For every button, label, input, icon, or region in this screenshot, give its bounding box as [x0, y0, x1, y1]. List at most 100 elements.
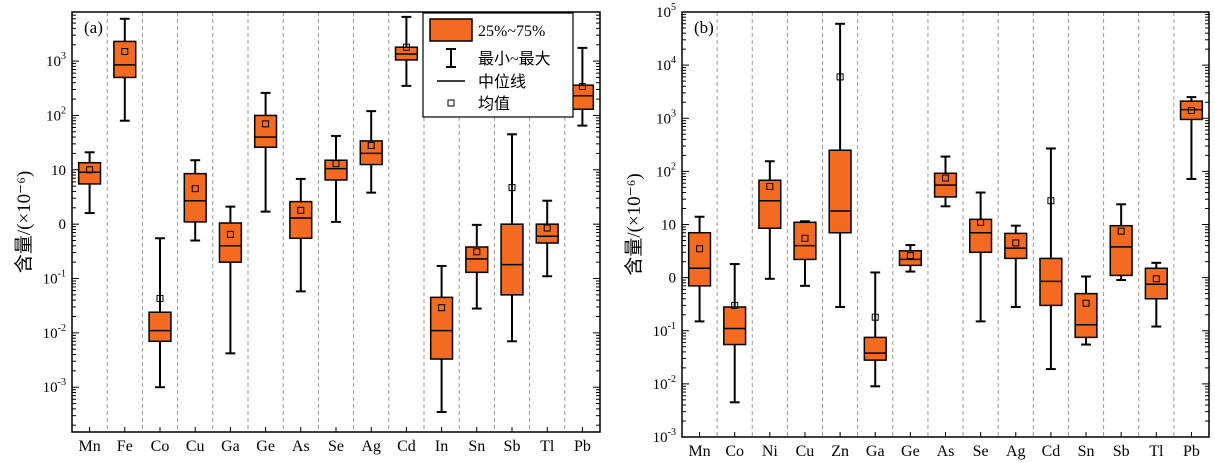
- box-As: [933, 155, 958, 208]
- x-tick-label: Ag: [1006, 443, 1026, 460]
- box-Cu: [183, 159, 207, 242]
- y-axis-label: 含量/(×10⁻⁶): [623, 173, 645, 275]
- box-iqr: [535, 223, 559, 244]
- x-tick-label: Zn: [831, 443, 849, 460]
- y-tick-label: 102: [46, 105, 66, 124]
- mean-marker: [297, 206, 305, 214]
- box-iqr: [324, 159, 348, 181]
- mean-marker: [367, 141, 375, 149]
- box-iqr: [1109, 224, 1133, 277]
- box-Pb: [570, 46, 595, 127]
- x-tick-label: Pb: [574, 438, 591, 455]
- y-tick-label: 104: [656, 55, 676, 74]
- box-Pb: [1179, 96, 1204, 180]
- box-iqr: [77, 161, 102, 185]
- x-tick-label: Ag: [361, 438, 381, 455]
- y-tick-label: 10: [51, 163, 66, 179]
- box-iqr: [968, 218, 993, 254]
- mean-marker: [438, 304, 446, 312]
- y-tick-label: 103: [656, 108, 676, 127]
- box-Sn: [1074, 275, 1098, 346]
- y-tick-label: 102: [656, 161, 676, 180]
- x-tick-label: Tl: [1149, 443, 1164, 460]
- x-tick-label: Mn: [688, 443, 710, 460]
- box-Cu: [793, 220, 817, 287]
- box-iqr: [148, 311, 172, 343]
- x-tick-label: Co: [725, 443, 744, 460]
- box-iqr: [289, 200, 313, 240]
- box-Ag: [1004, 224, 1028, 308]
- mean-marker: [942, 174, 949, 182]
- box-Fe: [113, 17, 137, 122]
- mean-marker: [1117, 227, 1125, 235]
- y-axis-label: 含量/(×10⁻⁶): [13, 171, 35, 273]
- box-Cd: [1039, 147, 1063, 371]
- y-tick-label: 105: [656, 2, 676, 21]
- box-Se: [324, 134, 348, 223]
- mean-marker: [121, 48, 129, 56]
- box-Sn: [465, 223, 489, 310]
- box-Tl: [535, 199, 559, 278]
- mean-marker: [1082, 299, 1090, 307]
- panel-label: (a): [84, 18, 103, 37]
- x-tick-label: Fe: [117, 438, 133, 455]
- mean-marker: [1047, 197, 1055, 205]
- legend-label: 最小~最大: [478, 50, 551, 68]
- x-tick-label: Tl: [540, 438, 555, 455]
- panel-label: (b): [694, 18, 714, 37]
- legend-label: 均值: [478, 95, 510, 113]
- box-iqr: [758, 179, 782, 229]
- y-tick-label: 0: [669, 271, 677, 287]
- panel-b: 10-3 10-2 10-1 0 10 102 103 104 105 Mn Co Ni Cu Zn Ga G…: [623, 2, 1210, 460]
- x-tick-label: Se: [328, 438, 344, 455]
- y-tick-label: 10-3: [43, 377, 66, 396]
- box-iqr: [218, 222, 243, 263]
- x-tick-label: Co: [151, 438, 170, 455]
- box-iqr: [465, 246, 489, 274]
- mean-marker: [543, 224, 551, 232]
- x-tick-label: Ge: [901, 443, 920, 460]
- box-Ge: [253, 91, 278, 213]
- y-tick-label: 10-1: [653, 321, 676, 340]
- mean-marker: [508, 184, 516, 192]
- box-Ge: [898, 244, 923, 273]
- mean-marker: [696, 245, 704, 253]
- mean-marker: [766, 182, 774, 190]
- box-Mn: [687, 215, 712, 323]
- x-tick-label: Cd: [397, 438, 416, 455]
- box-iqr: [828, 149, 852, 234]
- mean-marker: [731, 301, 739, 309]
- box-Cd: [394, 15, 419, 87]
- mean-marker: [1152, 275, 1160, 283]
- x-tick-label: In: [435, 438, 448, 455]
- box-Mn: [77, 151, 102, 215]
- box-iqr: [687, 231, 712, 287]
- x-tick-label: Sn: [1078, 443, 1095, 460]
- mean-marker: [578, 83, 586, 91]
- box-iqr: [113, 40, 137, 79]
- y-tick-label: 0: [59, 217, 67, 233]
- panel-a: 10-3 10-2 10-1 0 10 102 103 Mn Fe Co Cu Ga Ge As Se Ag C…: [13, 11, 601, 455]
- box-In: [429, 264, 454, 413]
- box-Se: [968, 191, 993, 323]
- x-tick-label: Ge: [256, 438, 275, 455]
- x-tick-label: Cu: [186, 438, 205, 455]
- box-Co: [148, 237, 172, 389]
- x-tick-label: Sb: [1113, 443, 1130, 460]
- mean-marker: [1012, 239, 1020, 247]
- mean-marker: [402, 43, 410, 51]
- box-iqr: [183, 172, 207, 223]
- legend-mean-swatch: [447, 99, 455, 107]
- box-Ga: [863, 271, 887, 388]
- mean-marker: [473, 248, 481, 256]
- mean-marker: [906, 252, 914, 260]
- x-tick-label: As: [292, 438, 310, 455]
- legend-label: 25%~75%: [478, 23, 545, 40]
- mean-marker: [836, 73, 844, 81]
- x-tick-label: Se: [973, 443, 989, 460]
- x-tick-label: Sn: [468, 438, 485, 455]
- box-Co: [723, 263, 747, 404]
- mean-marker: [977, 218, 985, 226]
- box-iqr: [429, 296, 454, 360]
